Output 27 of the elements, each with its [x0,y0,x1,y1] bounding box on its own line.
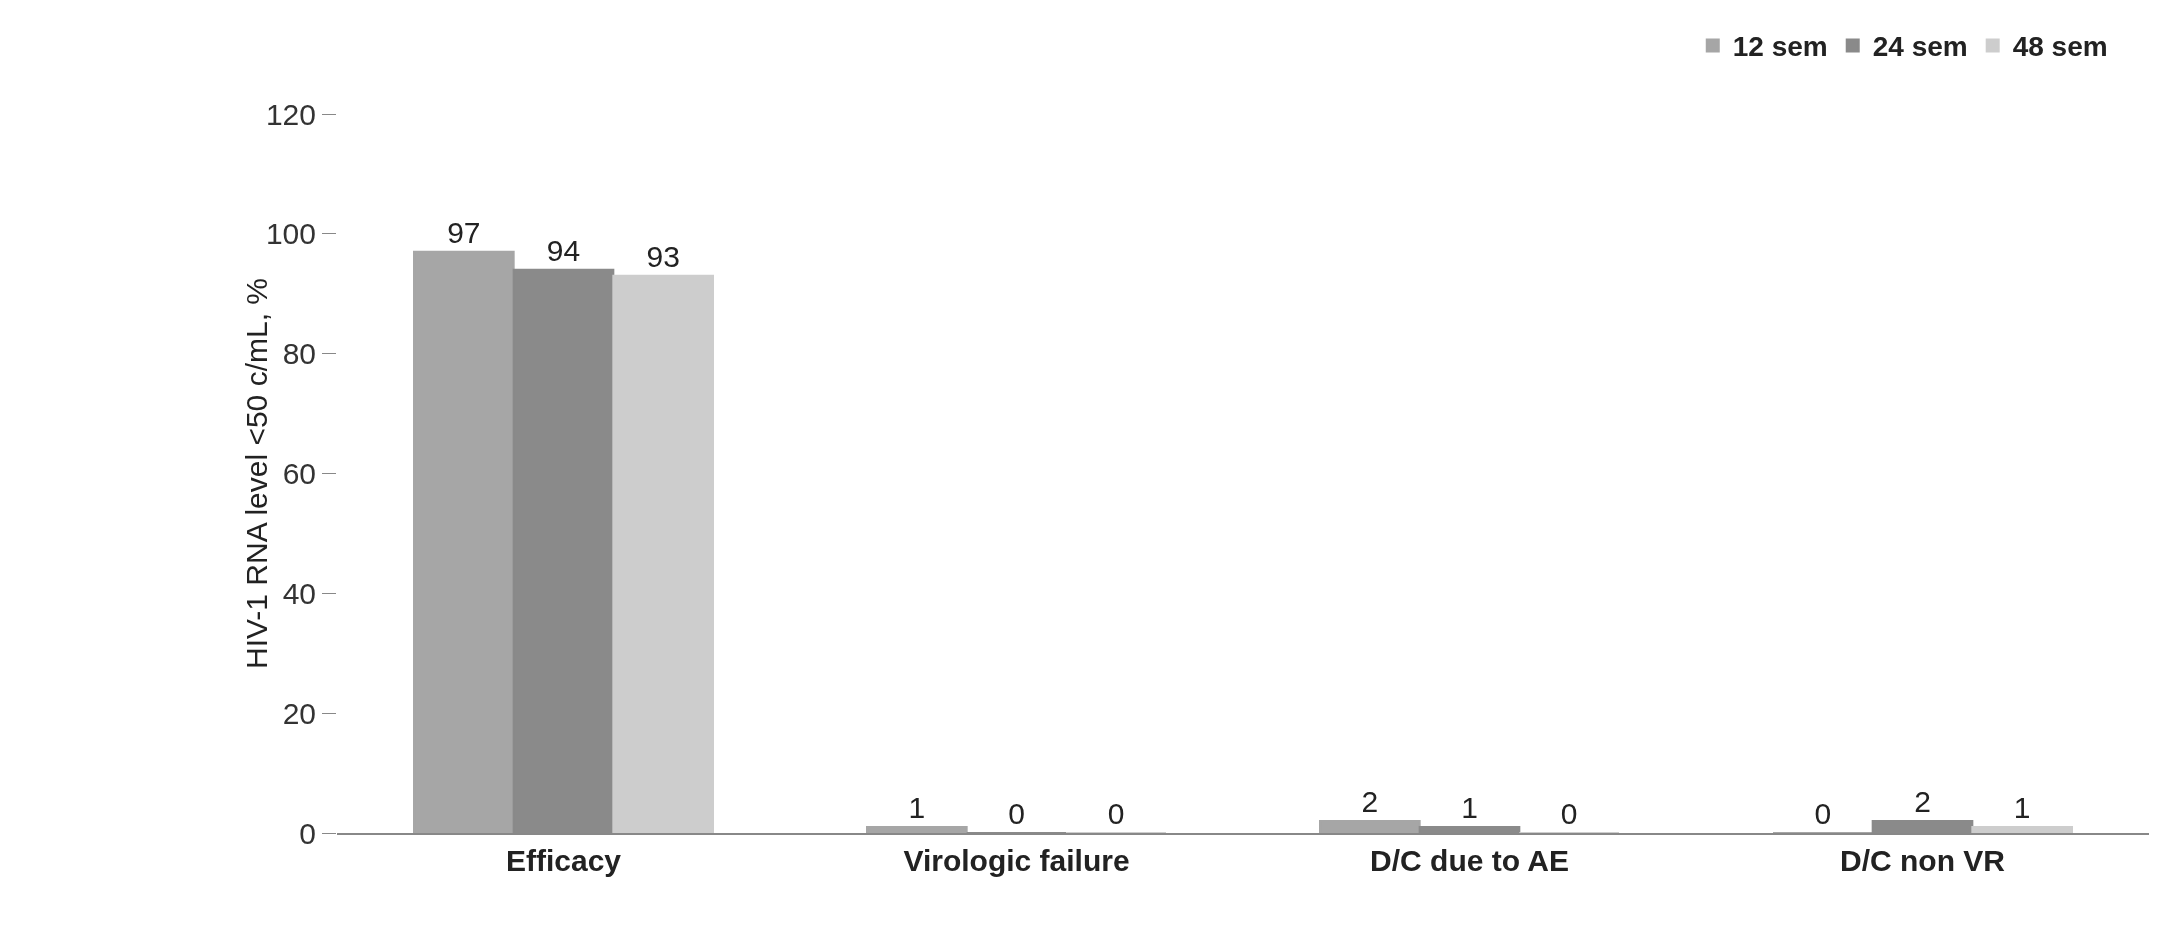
data-label: 0 [1814,797,1832,830]
legend-label: 24 sem [1872,31,1968,63]
y-tick-label: 120 [265,97,316,131]
x-tick-label: D/C due to AE [1370,844,1569,877]
y-axis-title: HIV-1 RNA level <50 c/mL, % [240,278,273,669]
y-tick-label: 60 [282,457,316,490]
data-label: 1 [2013,791,2031,825]
data-label: 94 [546,233,581,267]
data-label: 2 [1361,785,1379,819]
data-label: 97 [447,215,481,249]
data-label: 1 [1461,791,1478,825]
data-label: 0 [1008,797,1025,830]
y-tick-label: 100 [265,217,316,251]
y-tick-label: 80 [282,337,316,371]
y-tick-label: 40 [282,576,316,610]
y-tick-label: 0 [299,816,316,850]
legend-label: 48 sem [2012,31,2108,63]
data-label: 93 [646,239,680,273]
data-label: 1 [908,791,926,825]
x-tick-label: Efficacy [505,844,622,877]
data-label: 0 [1560,797,1578,830]
data-label: 2 [1914,785,1931,819]
x-tick-label: D/C non VR [1840,844,2006,877]
legend-label: 12 sem [1732,31,1828,63]
data-label: 0 [1107,797,1125,830]
x-tick-label: Virologic failure [903,844,1130,877]
y-tick-label: 20 [282,696,316,730]
